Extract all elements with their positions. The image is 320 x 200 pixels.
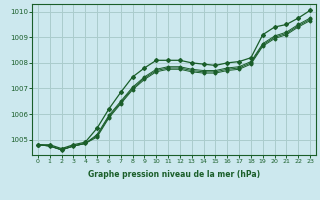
X-axis label: Graphe pression niveau de la mer (hPa): Graphe pression niveau de la mer (hPa) [88,170,260,179]
